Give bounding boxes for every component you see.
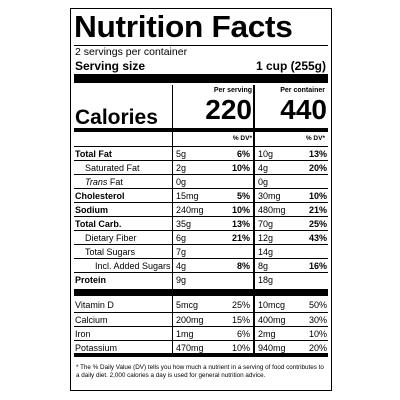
- nutrient-name: Total Fat: [75, 149, 112, 159]
- calories-per-container: 440: [280, 94, 327, 125]
- serving-dv: 5%: [236, 191, 250, 201]
- vitamin-row: Vitamin D 5mcg 25% 10mcg 50%: [74, 298, 328, 312]
- nutrient-name: Total Sugars: [85, 247, 136, 257]
- serving-amount: 1mg: [176, 329, 194, 339]
- nutrient-name: Dietary Fiber: [85, 233, 137, 243]
- nutrient-name: Sodium: [75, 205, 108, 215]
- serving-size-value: 1 cup (255g): [255, 59, 326, 73]
- nutrient-name-italic: Trans: [85, 177, 108, 187]
- container-amount: 4g: [258, 163, 269, 173]
- nutrient-row: Total Sugars 7g 14g: [74, 244, 328, 258]
- calories-per-serving: 220: [205, 94, 252, 125]
- nutrient-row: Trans Fat 0g 0g: [74, 174, 328, 188]
- nutrition-label: Nutrition Facts 2 servings per container…: [70, 8, 332, 391]
- servings-per-container: 2 servings per container: [75, 46, 188, 58]
- container-amount: 0g: [258, 177, 269, 187]
- serving-amount: 240mg: [176, 205, 204, 215]
- container-dv: 10%: [308, 191, 327, 201]
- nutrient-row: Cholesterol 15mg 5% 30mg 10%: [74, 188, 328, 202]
- container-amount: 2mg: [258, 329, 276, 339]
- container-dv: 13%: [308, 149, 327, 159]
- vitamin-name: Calcium: [75, 315, 108, 325]
- serving-dv: 10%: [231, 163, 250, 173]
- nutrient-row: Sodium 240mg 10% 480mg 21%: [74, 202, 328, 216]
- nutrient-name: Incl. Added Sugars: [95, 261, 171, 271]
- serving-amount: 7g: [176, 247, 187, 257]
- container-amount: 10g: [258, 149, 274, 159]
- label-title: Nutrition Facts: [74, 9, 293, 44]
- container-dv: 16%: [308, 261, 327, 271]
- serving-amount: 4g: [176, 261, 187, 271]
- column-separator: [172, 85, 173, 357]
- nutrient-row: Incl. Added Sugars 4g 8% 8g 16%: [74, 258, 328, 272]
- serving-dv: 21%: [231, 233, 250, 243]
- serving-dv: 25%: [231, 300, 250, 310]
- serving-amount: 5g: [176, 149, 187, 159]
- serving-size-label: Serving size: [75, 59, 146, 73]
- container-dv: 20%: [308, 343, 327, 353]
- bottom-divider: [74, 353, 328, 357]
- serving-amount: 2g: [176, 163, 187, 173]
- container-dv: 43%: [308, 233, 327, 243]
- container-amount: 30mg: [258, 191, 281, 201]
- container-dv: 20%: [308, 163, 327, 173]
- nutrient-row: Total Carb. 35g 13% 70g 25%: [74, 216, 328, 230]
- per-container-header: Per container: [280, 87, 325, 94]
- divider: [74, 45, 328, 46]
- vitamin-row: Iron 1mg 6% 2mg 10%: [74, 326, 328, 340]
- nutrient-row: Protein 9g 18g: [74, 272, 328, 286]
- serving-dv: 10%: [231, 343, 250, 353]
- vitamin-row: Potassium 470mg 10% 940mg 20%: [74, 340, 328, 354]
- thick-divider-vitamins: [74, 289, 328, 296]
- container-amount: 480mg: [258, 205, 286, 215]
- container-dv: 21%: [308, 205, 327, 215]
- nutrient-name: Trans Fat: [85, 177, 123, 187]
- container-amount: 18g: [258, 275, 274, 285]
- container-amount: 8g: [258, 261, 269, 271]
- serving-amount: 9g: [176, 275, 187, 285]
- nutrient-name: Cholesterol: [75, 191, 125, 201]
- serving-dv: 6%: [236, 329, 250, 339]
- footnote: * The % Daily Value (DV) tells you how m…: [76, 364, 324, 379]
- serving-amount: 5mcg: [176, 300, 199, 310]
- nutrient-name: Saturated Fat: [85, 163, 140, 173]
- column-separator-thick: [253, 85, 255, 357]
- serving-dv: 15%: [231, 315, 250, 325]
- serving-amount: 0g: [176, 177, 187, 187]
- serving-dv: 10%: [231, 205, 250, 215]
- container-amount: 10mcg: [258, 300, 286, 310]
- vitamin-name: Vitamin D: [75, 300, 114, 310]
- dv-header-container: % DV*: [305, 135, 325, 142]
- container-dv: 50%: [308, 300, 327, 310]
- serving-amount: 200mg: [176, 315, 204, 325]
- vitamin-row: Calcium 200mg 15% 400mg 30%: [74, 312, 328, 326]
- container-dv: 30%: [308, 315, 327, 325]
- vitamin-name: Potassium: [75, 343, 118, 353]
- nutrient-row: Dietary Fiber 6g 21% 12g 43%: [74, 230, 328, 244]
- container-dv: 25%: [308, 219, 327, 229]
- dv-header-serving: % DV*: [232, 135, 252, 142]
- calories-label: Calories: [75, 106, 158, 129]
- serving-dv: 13%: [231, 219, 250, 229]
- serving-amount: 35g: [176, 219, 192, 229]
- container-dv: 10%: [308, 329, 327, 339]
- serving-dv: 8%: [236, 261, 250, 271]
- nutrient-row: Saturated Fat 2g 10% 4g 20%: [74, 160, 328, 174]
- container-amount: 12g: [258, 233, 274, 243]
- serving-amount: 6g: [176, 233, 187, 243]
- container-amount: 940mg: [258, 343, 286, 353]
- nutrient-name: Protein: [75, 275, 107, 285]
- container-amount: 70g: [258, 219, 274, 229]
- serving-amount: 15mg: [176, 191, 199, 201]
- medium-divider: [74, 128, 328, 132]
- thick-divider: [74, 74, 328, 83]
- nutrient-name: Total Carb.: [75, 219, 122, 229]
- container-amount: 14g: [258, 247, 274, 257]
- nutrient-row: Total Fat 5g 6% 10g 13%: [74, 146, 328, 160]
- serving-amount: 470mg: [176, 343, 204, 353]
- per-serving-header: Per serving: [213, 87, 252, 94]
- serving-dv: 6%: [236, 149, 250, 159]
- vitamin-name: Iron: [75, 329, 91, 339]
- container-amount: 400mg: [258, 315, 286, 325]
